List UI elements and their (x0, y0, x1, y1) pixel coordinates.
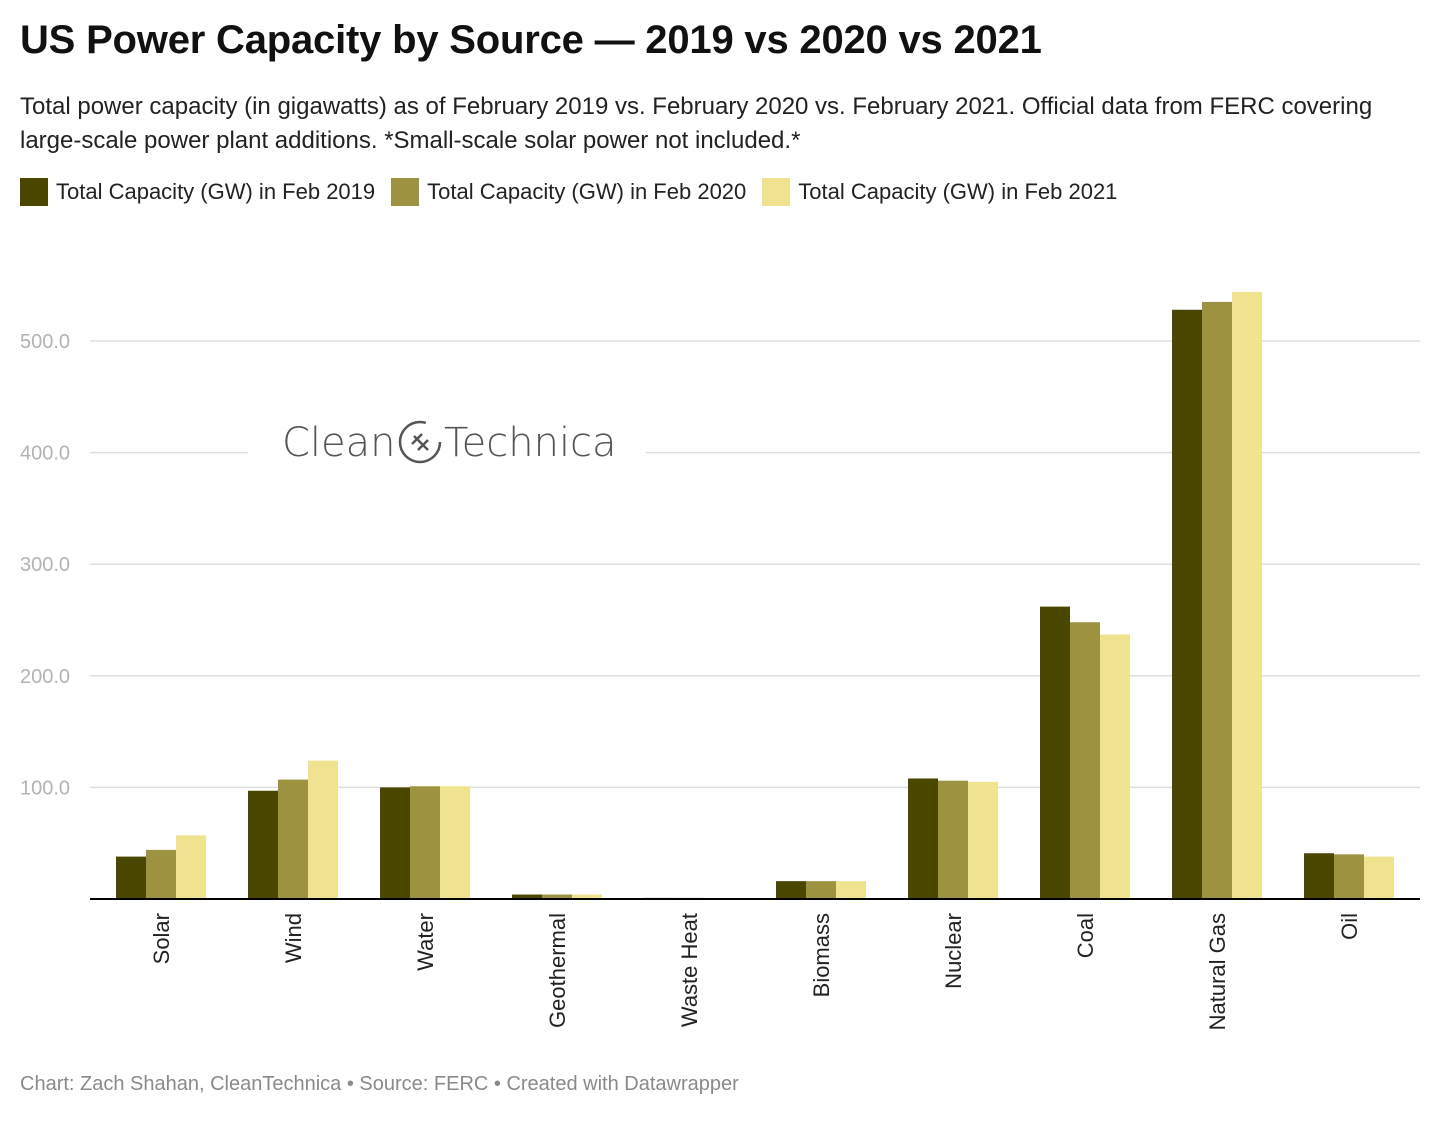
legend-label-2021: Total Capacity (GW) in Feb 2021 (798, 179, 1118, 204)
svg-text:Clean: Clean (282, 420, 396, 466)
bar-biomass-1 (806, 881, 836, 899)
category-label: Waste Heat (677, 913, 702, 1027)
bar-wind-1 (278, 779, 308, 899)
bar-nuclear-2 (968, 781, 998, 899)
cleantechnica-watermark: Clean Technica (248, 412, 646, 474)
bar-biomass-2 (836, 881, 866, 899)
chart-title: US Power Capacity by Source — 2019 vs 20… (20, 18, 1042, 62)
svg-text:Technica: Technica (444, 420, 617, 466)
bar-geothermal-2 (572, 894, 602, 899)
bar-geothermal-1 (542, 894, 572, 899)
y-tick-label: 200.0 (20, 666, 70, 688)
category-labels: Solar Wind Water Geothermal Waste Heat Biomas… (149, 913, 1362, 1030)
category-label: Solar (149, 913, 174, 964)
y-tick-label: 500.0 (20, 331, 70, 353)
bar-oil-0 (1304, 853, 1334, 899)
legend-label-2019: Total Capacity (GW) in Feb 2019 (56, 179, 376, 204)
plug-logo-icon (398, 420, 442, 464)
legend-item-2021: Total Capacity (GW) in Feb 2021 (762, 178, 1117, 206)
bar-natural-gas-2 (1232, 291, 1262, 899)
chart-footer: Chart: Zach Shahan, CleanTechnica • Sour… (20, 1073, 739, 1095)
bar-wind-2 (308, 760, 338, 899)
bar-coal-0 (1040, 606, 1070, 899)
category-label: Water (413, 913, 438, 971)
bar-solar-2 (176, 835, 206, 899)
bar-oil-1 (1334, 854, 1364, 899)
category-label: Oil (1337, 913, 1362, 940)
category-label: Natural Gas (1205, 913, 1230, 1030)
legend-label-2020: Total Capacity (GW) in Feb 2020 (427, 179, 747, 204)
bar-nuclear-1 (938, 780, 968, 899)
chart-subtitle: Total power capacity (in gigawatts) as o… (20, 93, 1373, 154)
bar-solar-1 (146, 849, 176, 899)
bar-nuclear-0 (908, 778, 938, 899)
bar-oil-2 (1364, 856, 1394, 899)
bar-natural-gas-1 (1202, 301, 1232, 899)
bar-coal-1 (1070, 622, 1100, 899)
bar-solar-0 (116, 856, 146, 899)
bar-water-0 (380, 787, 410, 899)
legend-item-2019: Total Capacity (GW) in Feb 2019 (20, 178, 375, 206)
y-tick-label: 100.0 (20, 777, 70, 799)
legend-item-2020: Total Capacity (GW) in Feb 2020 (391, 178, 746, 206)
bar-natural-gas-0 (1172, 309, 1202, 899)
bar-geothermal-0 (512, 894, 542, 899)
legend-swatch-2020 (391, 178, 420, 206)
category-label: Nuclear (941, 913, 966, 989)
bar-water-1 (410, 786, 440, 899)
y-tick-label: 400.0 (20, 443, 70, 465)
legend-swatch-2021 (762, 178, 791, 206)
category-label: Coal (1073, 913, 1098, 958)
bar-water-2 (440, 786, 470, 899)
bar-wind-0 (248, 790, 278, 899)
bar-coal-2 (1100, 634, 1130, 899)
category-label: Geothermal (545, 913, 570, 1028)
legend: Total Capacity (GW) in Feb 2019 Total Ca… (20, 178, 1133, 206)
category-label: Wind (281, 913, 306, 963)
y-tick-label: 300.0 (20, 554, 70, 576)
legend-swatch-2019 (20, 178, 48, 206)
bar-biomass-0 (776, 881, 806, 899)
category-label: Biomass (809, 913, 834, 997)
bars (116, 291, 1394, 899)
